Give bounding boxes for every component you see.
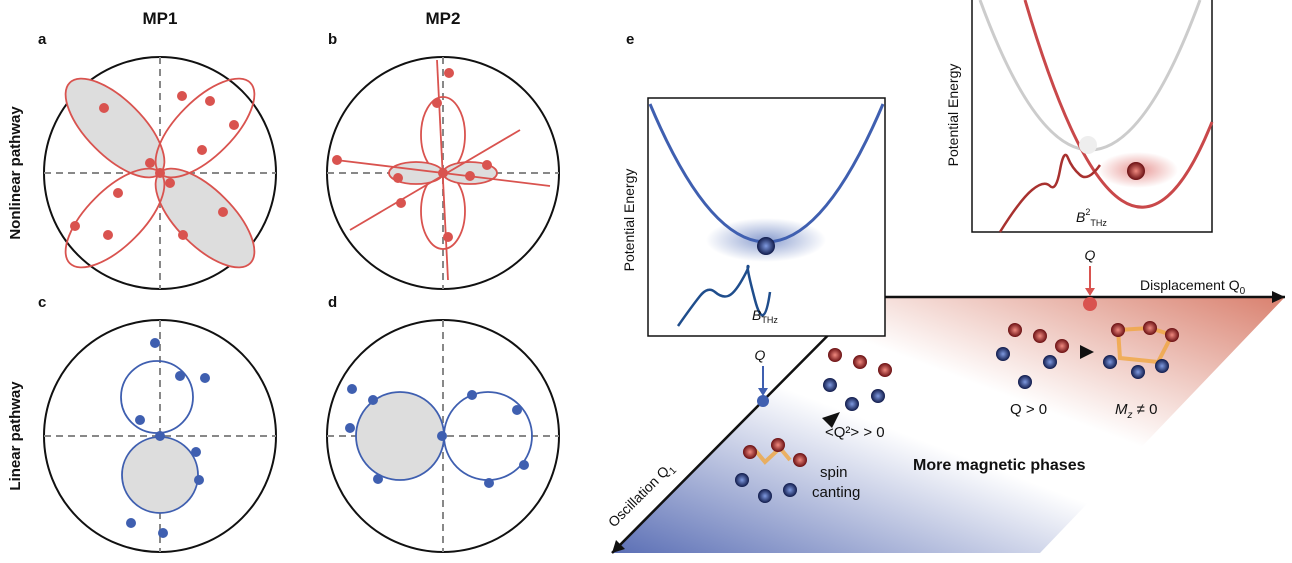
field-label: BTHz — [752, 307, 778, 325]
axis-title: Displacement Q0 — [1140, 277, 1246, 297]
panel-label: c — [38, 294, 46, 311]
polar-plot — [43, 319, 277, 553]
axis-title: Potential Energy — [621, 169, 637, 272]
row-label: Nonlinear pathway — [7, 106, 24, 240]
text: B — [1076, 209, 1085, 225]
annotation: Mz ≠ 0 — [1115, 401, 1157, 421]
annotation: spin — [820, 464, 848, 481]
polar-plot — [326, 319, 560, 553]
text: ≠ 0 — [1133, 401, 1158, 418]
q-label: Q — [755, 347, 766, 363]
text: M — [1115, 401, 1128, 418]
polar-plot — [326, 56, 560, 290]
inset — [647, 97, 886, 337]
annotation: Q > 0 — [1010, 401, 1047, 418]
subscript: 0 — [1240, 286, 1246, 297]
panel-label: b — [328, 31, 337, 48]
subscript: z — [1127, 410, 1133, 421]
subscript: THz — [761, 315, 778, 325]
axis-title: Potential Energy — [945, 64, 961, 167]
field-label: B2THz — [1076, 207, 1107, 228]
panel-label: a — [38, 31, 47, 48]
polar-plot — [43, 56, 277, 290]
spin-cluster — [735, 321, 1179, 503]
row-label: Linear pathway — [7, 381, 24, 491]
header: MP2 — [426, 9, 461, 28]
annotation: <Q²> > 0 — [825, 424, 885, 441]
panel-label: d — [328, 294, 337, 311]
q-label: Q — [1085, 247, 1096, 263]
annotation: canting — [812, 484, 860, 501]
inset — [971, 0, 1213, 233]
header: MP1 — [143, 9, 178, 28]
text: B — [752, 307, 761, 323]
panel-label: e — [626, 31, 634, 48]
subscript: THz — [1090, 218, 1107, 228]
annotation: More magnetic phases — [913, 457, 1086, 474]
superscript: 2 — [1085, 207, 1090, 217]
text: Displacement Q — [1140, 277, 1240, 293]
